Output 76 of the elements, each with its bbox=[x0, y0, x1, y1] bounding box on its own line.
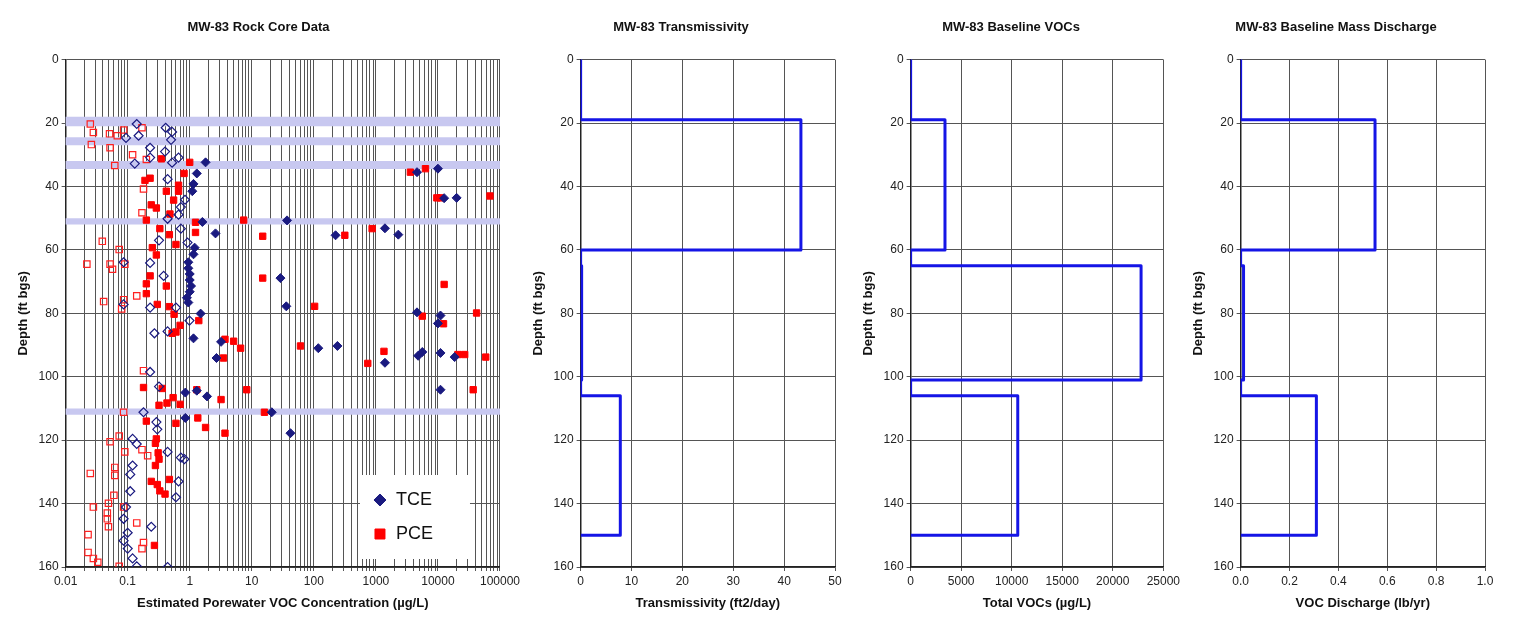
y-tick-label: 80 bbox=[1220, 305, 1234, 320]
y-tick-label: 140 bbox=[38, 495, 59, 510]
y-tick-label: 160 bbox=[883, 559, 904, 574]
y-tick-label: 120 bbox=[553, 432, 574, 447]
x-axis-title: Estimated Porewater VOC Concentration (µg/L) bbox=[137, 594, 429, 610]
x-axis-title: VOC Discharge (lb/yr) bbox=[1295, 594, 1430, 610]
x-tick-label: 5000 bbox=[947, 573, 975, 588]
y-tick-label: 100 bbox=[553, 369, 574, 384]
y-tick-label: 160 bbox=[38, 559, 59, 574]
x-tick-label: 0 bbox=[907, 573, 915, 588]
y-tick-label: 120 bbox=[1213, 432, 1234, 447]
x-tick-label: 0.8 bbox=[1427, 573, 1445, 588]
y-tick-label: 0 bbox=[566, 51, 574, 66]
y-tick-label: 160 bbox=[553, 559, 574, 574]
y-tick-label: 20 bbox=[1220, 115, 1234, 130]
y-tick-label: 140 bbox=[1213, 495, 1234, 510]
y-axis-title: Depth (ft bgs) bbox=[1190, 271, 1206, 356]
y-tick-label: 140 bbox=[883, 495, 904, 510]
y-tick-label: 140 bbox=[553, 495, 574, 510]
y-axis-title: Depth (ft bgs) bbox=[15, 271, 31, 356]
x-tick-label: 50 bbox=[828, 573, 842, 588]
y-tick-label: 0 bbox=[896, 51, 904, 66]
y-tick-label: 100 bbox=[38, 369, 59, 384]
y-tick-label: 120 bbox=[38, 432, 59, 447]
x-tick-label: 0.0 bbox=[1232, 573, 1250, 588]
x-tick-label: 100 bbox=[303, 573, 325, 588]
x-tick-label: 0.1 bbox=[119, 573, 137, 588]
y-tick-label: 160 bbox=[1213, 559, 1234, 574]
chart-title: MW-83 Baseline Mass Discharge bbox=[1235, 19, 1437, 35]
x-tick-label: 1000 bbox=[362, 573, 390, 588]
x-tick-label: 0.2 bbox=[1281, 573, 1299, 588]
y-tick-label: 60 bbox=[560, 242, 574, 257]
x-tick-label: 1.0 bbox=[1476, 573, 1494, 588]
y-tick-label: 60 bbox=[1220, 242, 1234, 257]
chart-title: MW-83 Rock Core Data bbox=[187, 19, 331, 35]
y-tick-label: 80 bbox=[560, 305, 574, 320]
x-tick-label: 10 bbox=[245, 573, 259, 588]
x-axis-title: Transmissivity (ft2/day) bbox=[635, 594, 781, 610]
y-tick-label: 0 bbox=[51, 51, 59, 66]
y-tick-label: 0 bbox=[1226, 51, 1234, 66]
y-axis-title: Depth (ft bgs) bbox=[860, 271, 876, 356]
y-axis-title: Depth (ft bgs) bbox=[530, 271, 546, 356]
x-tick-label: 15000 bbox=[1045, 573, 1080, 588]
x-tick-label: 0.6 bbox=[1378, 573, 1396, 588]
x-tick-label: 20 bbox=[675, 573, 690, 588]
x-tick-label: 20000 bbox=[1096, 573, 1130, 588]
y-tick-label: 40 bbox=[560, 178, 574, 193]
y-tick-label: 40 bbox=[1220, 178, 1234, 193]
x-tick-label: 100000 bbox=[479, 573, 521, 588]
y-tick-label: 80 bbox=[890, 305, 904, 320]
x-tick-label: 10000 bbox=[421, 573, 455, 588]
legend-label: PCE bbox=[395, 522, 433, 543]
y-tick-label: 120 bbox=[883, 432, 904, 447]
x-tick-label: 10000 bbox=[995, 573, 1029, 588]
y-tick-label: 20 bbox=[560, 115, 574, 130]
chart-title: MW-83 Baseline VOCs bbox=[942, 19, 1080, 35]
x-tick-label: 1 bbox=[186, 573, 194, 588]
y-tick-label: 20 bbox=[890, 115, 904, 130]
y-tick-label: 60 bbox=[890, 242, 904, 257]
x-tick-label: 0.4 bbox=[1330, 573, 1348, 588]
x-tick-label: 10 bbox=[624, 573, 639, 588]
y-tick-label: 100 bbox=[883, 369, 904, 384]
y-tick-label: 60 bbox=[45, 242, 59, 257]
legend-label: TCE bbox=[395, 488, 432, 509]
chart-title: MW-83 Transmissivity bbox=[613, 19, 750, 35]
x-tick-label: 0.01 bbox=[53, 573, 78, 588]
x-tick-label: 0 bbox=[577, 573, 585, 588]
y-tick-label: 20 bbox=[45, 115, 59, 130]
x-tick-label: 25000 bbox=[1146, 573, 1181, 588]
x-axis-title: Total VOCs (µg/L) bbox=[982, 594, 1092, 610]
x-tick-label: 30 bbox=[726, 573, 741, 588]
y-tick-label: 40 bbox=[45, 178, 59, 193]
x-tick-label: 40 bbox=[777, 573, 792, 588]
y-tick-label: 80 bbox=[45, 305, 59, 320]
y-tick-label: 40 bbox=[890, 178, 904, 193]
y-tick-label: 100 bbox=[1213, 369, 1234, 384]
